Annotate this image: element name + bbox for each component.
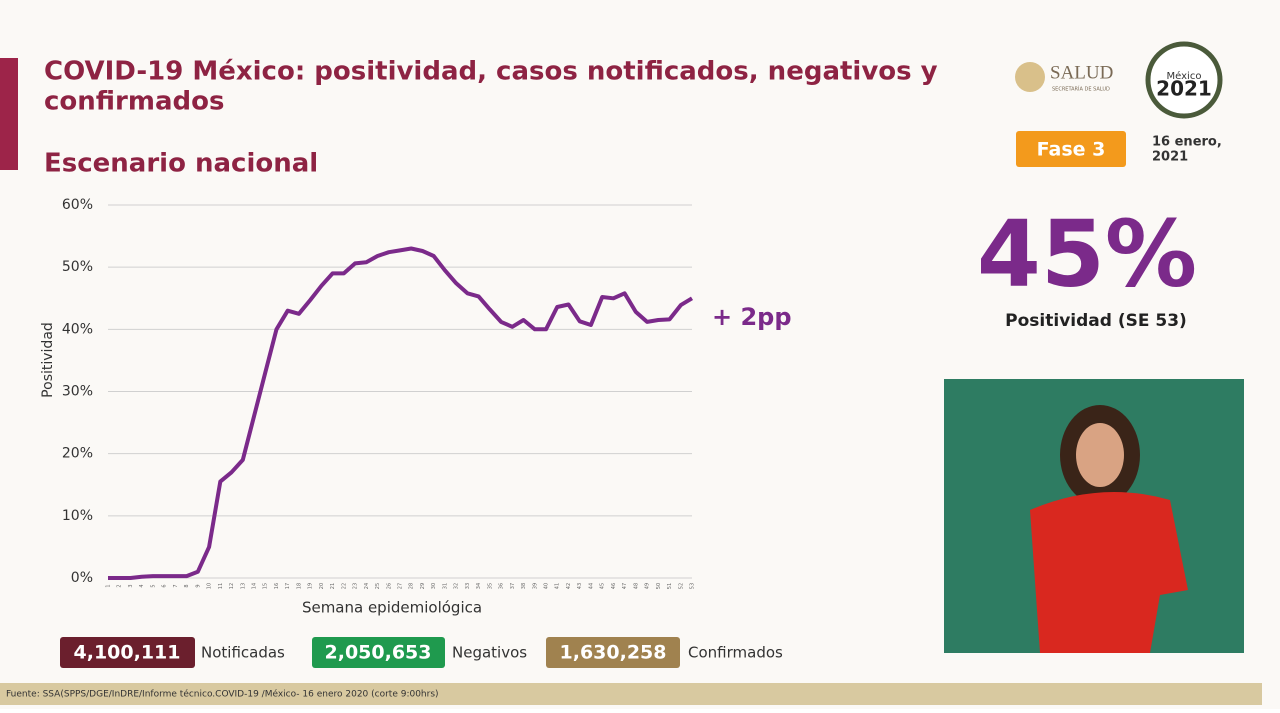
x-tick-label: 5 xyxy=(150,584,156,587)
logo-emblem xyxy=(1015,62,1045,92)
badge-year: 2021 xyxy=(1156,77,1212,101)
title: COVID-19 México: positividad, casos noti… xyxy=(44,57,938,87)
x-tick-label: 15 xyxy=(263,583,269,589)
x-tick-label: 12 xyxy=(229,583,235,589)
x-tick-label: 53 xyxy=(690,583,696,589)
x-tick-label: 36 xyxy=(499,583,505,589)
x-tick-label: 7 xyxy=(173,584,179,587)
stat-label: Notificadas xyxy=(201,644,285,662)
x-tick-label: 40 xyxy=(544,583,550,589)
x-tick-label: 43 xyxy=(577,583,583,589)
x-tick-label: 48 xyxy=(633,583,639,589)
stat-value: 4,100,111 xyxy=(74,642,181,664)
subtitle: Escenario nacional xyxy=(44,149,318,179)
x-axis-label: Semana epidemiológica xyxy=(302,599,482,617)
x-tick-label: 4 xyxy=(139,584,145,587)
accent-bar xyxy=(0,58,18,170)
positivity-label: Positividad (SE 53) xyxy=(1005,311,1187,331)
x-tick-label: 45 xyxy=(600,583,606,589)
x-tick-label: 33 xyxy=(465,583,471,589)
stat-value: 2,050,653 xyxy=(325,642,432,664)
stat-box xyxy=(546,637,680,668)
x-tick-label: 35 xyxy=(487,583,493,589)
stat-label: Confirmados xyxy=(688,644,783,662)
interpreter-body xyxy=(1030,492,1188,653)
x-tick-label: 46 xyxy=(611,583,617,589)
x-tick-label: 32 xyxy=(454,583,460,589)
x-tick-label: 30 xyxy=(431,583,437,589)
stat-label: Negativos xyxy=(452,644,527,662)
x-tick-label: 23 xyxy=(353,583,359,589)
y-tick-label: 10% xyxy=(62,508,93,524)
y-tick-label: 60% xyxy=(62,197,93,213)
date: 16 enero, xyxy=(1152,135,1222,150)
positivity-value: 45% xyxy=(977,200,1197,307)
x-tick-label: 11 xyxy=(218,583,224,589)
x-tick-label: 18 xyxy=(296,583,302,589)
x-tick-label: 31 xyxy=(442,583,448,589)
y-tick-label: 20% xyxy=(62,446,93,462)
x-tick-label: 44 xyxy=(588,583,594,589)
x-tick-label: 26 xyxy=(386,583,392,589)
x-tick-label: 19 xyxy=(308,583,314,589)
x-tick-label: 50 xyxy=(656,583,662,589)
x-tick-label: 22 xyxy=(341,583,347,589)
x-tick-label: 52 xyxy=(678,583,684,589)
x-tick-label: 47 xyxy=(622,583,628,589)
x-tick-label: 17 xyxy=(285,583,291,589)
y-tick-label: 0% xyxy=(71,570,93,586)
phase-badge xyxy=(1016,131,1126,167)
footer-band xyxy=(0,683,1262,705)
x-tick-label: 51 xyxy=(667,583,673,589)
stat-box xyxy=(60,637,195,668)
x-tick-label: 25 xyxy=(375,583,381,589)
chart: 0%10%20%30%40%50%60%1 2 3 4 5 6 7 8 9 10 11 12 13 14 1… xyxy=(62,197,696,589)
date: 2021 xyxy=(1152,150,1188,165)
x-tick-label: 34 xyxy=(476,583,482,589)
x-tick-label: 29 xyxy=(420,583,426,589)
y-axis-label: Positividad xyxy=(40,322,56,398)
x-tick-label: 8 xyxy=(184,584,190,587)
x-tick-label: 2 xyxy=(117,584,123,587)
x-tick-label: 39 xyxy=(532,583,538,589)
x-tick-label: 41 xyxy=(555,583,561,589)
y-tick-label: 30% xyxy=(62,384,93,400)
x-tick-label: 16 xyxy=(274,583,280,589)
x-tick-label: 1 xyxy=(106,584,112,587)
x-tick-label: 28 xyxy=(409,583,415,589)
x-tick-label: 13 xyxy=(240,583,246,589)
x-tick-label: 21 xyxy=(330,583,336,589)
x-tick-label: 3 xyxy=(128,584,134,587)
interpreter-face xyxy=(1076,423,1124,487)
x-tick-label: 42 xyxy=(566,583,572,589)
logo-subtext: SECRETARÍA DE SALUD xyxy=(1052,86,1110,93)
x-tick-label: 27 xyxy=(398,583,404,589)
y-tick-label: 50% xyxy=(62,259,93,275)
line-series xyxy=(108,246,694,580)
stat-value: 1,630,258 xyxy=(560,642,667,664)
x-tick-label: 9 xyxy=(195,584,201,587)
x-tick-label: 6 xyxy=(162,584,168,587)
y-tick-label: 40% xyxy=(62,321,93,337)
badge-top: México xyxy=(1167,70,1202,82)
annotation: + 2pp xyxy=(712,303,792,331)
footer: Fuente: SSA(SPPS/DGE/InDRE/Informe técni… xyxy=(6,689,439,700)
x-tick-label: 20 xyxy=(319,583,325,589)
anniversary-badge xyxy=(1145,41,1223,119)
x-tick-label: 10 xyxy=(207,583,213,589)
stat-box xyxy=(312,637,445,668)
x-tick-label: 14 xyxy=(252,583,258,589)
x-tick-label: 37 xyxy=(510,583,516,589)
x-tick-label: 38 xyxy=(521,583,527,589)
x-tick-label: 49 xyxy=(645,583,651,589)
phase-text: Fase 3 xyxy=(1037,139,1106,161)
x-tick-label: 24 xyxy=(364,583,370,589)
logo-text: SALUD xyxy=(1050,62,1113,83)
title: confirmados xyxy=(44,87,224,117)
